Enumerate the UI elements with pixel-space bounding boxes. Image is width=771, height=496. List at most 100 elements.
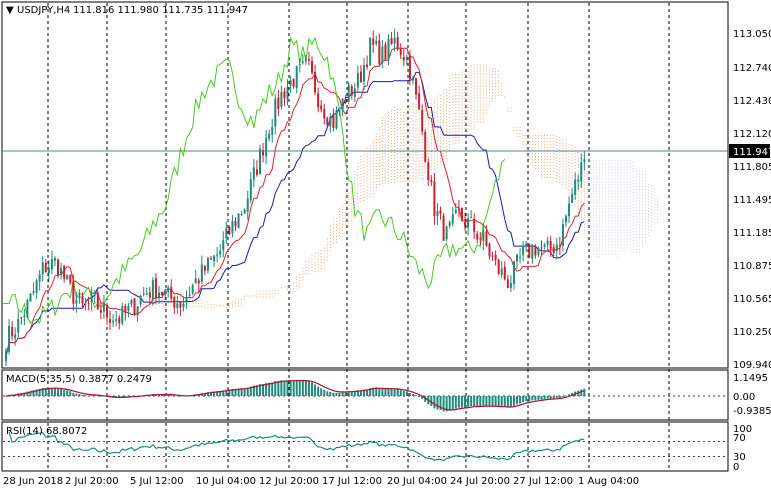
candle-body — [399, 48, 402, 56]
macd-histogram-bar — [246, 387, 249, 396]
candle-body — [84, 303, 87, 305]
symbol-timeframe: USDJPY,H4 — [17, 5, 70, 16]
candle-body — [44, 262, 47, 273]
price-tick: 112.120 — [733, 129, 771, 140]
macd-histogram-bar — [255, 385, 258, 396]
macd-histogram-bar — [516, 396, 519, 405]
candle-body — [369, 37, 372, 66]
macd-histogram-bar — [277, 380, 280, 396]
candle-body — [540, 247, 543, 249]
candle-body — [421, 110, 424, 132]
macd-histogram-bar — [540, 396, 543, 400]
price-tick: 110.565 — [733, 294, 771, 305]
candle-body — [335, 110, 338, 129]
macd-histogram-bar — [363, 389, 366, 396]
macd-histogram-bar — [326, 391, 329, 396]
candle-body — [252, 167, 255, 180]
macd-axis-tick: 0.00 — [733, 392, 755, 403]
candle-body — [506, 279, 509, 289]
candle-body — [583, 159, 586, 163]
candle-body — [57, 259, 60, 276]
macd-axis-tick: -0.9385 — [733, 406, 771, 417]
macd-histogram-bar — [298, 380, 301, 396]
candle-body — [185, 297, 188, 303]
macd-histogram-bar — [583, 388, 586, 396]
candle-body — [130, 299, 133, 305]
candle-body — [292, 78, 295, 87]
time-tick: 2 Jul 20:00 — [65, 476, 119, 487]
macd-histogram-bar — [457, 396, 460, 408]
candle-body — [445, 226, 448, 240]
candle-body — [26, 299, 29, 318]
candle-body — [109, 319, 112, 323]
candle-body — [72, 281, 75, 304]
rsi-title: RSI(14) 68.8072 — [6, 426, 87, 437]
candle-body — [552, 247, 555, 253]
macd-histogram-bar — [203, 392, 206, 396]
macd-histogram-bar — [564, 395, 567, 397]
candle-body — [63, 265, 66, 279]
candle-body — [268, 133, 271, 139]
rsi-line — [8, 431, 585, 462]
candle-body — [366, 64, 369, 68]
candle-body — [262, 150, 265, 156]
candle-body — [411, 77, 414, 81]
time-tick: 12 Jul 20:00 — [259, 476, 319, 487]
macd-histogram-bar — [44, 387, 47, 396]
macd-histogram-bar — [531, 396, 534, 401]
macd-histogram-bar — [552, 396, 555, 399]
macd-histogram-bar — [265, 383, 268, 396]
candlesticks[interactable] — [5, 28, 586, 366]
macd-histogram-bar — [402, 391, 405, 396]
macd-histogram-bar — [512, 396, 515, 406]
candle-body — [301, 61, 304, 63]
candle-body — [173, 296, 176, 308]
macd-histogram-bar — [509, 396, 512, 408]
price-tick: 110.250 — [733, 327, 771, 338]
ichimoku-lines — [2, 36, 585, 357]
macd-histogram-bar — [323, 389, 326, 396]
candle-body — [387, 38, 390, 60]
candle-body — [127, 305, 130, 311]
candle-body — [176, 303, 179, 308]
collapse-triangle-icon[interactable]: ▼ — [6, 5, 14, 16]
candle-body — [8, 325, 11, 352]
candle-body — [191, 285, 194, 294]
candle-body — [237, 213, 240, 228]
candle-body — [356, 73, 359, 88]
macd-histogram-bar — [179, 396, 182, 397]
macd-histogram-bar — [338, 392, 341, 396]
candle-body — [240, 214, 243, 216]
candle-body — [105, 304, 108, 318]
macd-histogram-bar — [436, 396, 439, 410]
macd-histogram-bar — [561, 396, 564, 397]
candle-body — [509, 282, 512, 288]
candle-body — [464, 222, 466, 227]
candle-body — [274, 98, 277, 127]
macd-indicator — [5, 379, 586, 412]
candle-body — [317, 93, 320, 108]
candle-body — [326, 118, 329, 126]
candle-body — [408, 55, 411, 80]
candle-body — [525, 243, 528, 246]
macd-histogram-bar — [473, 396, 476, 407]
macd-histogram-bar — [47, 387, 50, 396]
candle-body — [415, 78, 418, 95]
candle-body — [5, 350, 7, 361]
candle-body — [418, 93, 421, 110]
macd-histogram-bar — [546, 396, 549, 399]
time-axis: 28 Jun 2018 2 Jul 20:00 5 Jul 12:00 10 J… — [3, 476, 639, 487]
macd-plot-frame — [1, 369, 729, 421]
candle-body — [234, 220, 237, 227]
macd-histogram-bar — [356, 390, 359, 396]
candle-body — [200, 264, 203, 282]
candle-body — [136, 306, 139, 316]
candle-body — [93, 294, 96, 296]
candle-body — [568, 203, 571, 217]
macd-histogram-bar — [32, 390, 35, 396]
candle-body — [182, 303, 185, 308]
candle-body — [219, 250, 222, 255]
candle-body — [258, 148, 261, 175]
